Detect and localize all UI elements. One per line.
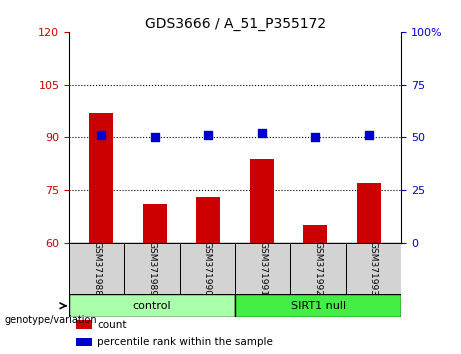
Text: GSM371993: GSM371993 <box>369 241 378 296</box>
Point <box>151 135 159 140</box>
Text: SIRT1 null: SIRT1 null <box>290 301 346 311</box>
Bar <box>180 243 235 294</box>
Bar <box>346 243 401 294</box>
Text: GSM371990: GSM371990 <box>203 241 212 296</box>
Bar <box>124 243 180 294</box>
Point <box>258 130 266 136</box>
Text: GSM371991: GSM371991 <box>258 241 267 296</box>
Text: count: count <box>97 320 127 330</box>
Bar <box>69 294 235 317</box>
Text: genotype/variation: genotype/variation <box>5 315 97 325</box>
Bar <box>290 243 346 294</box>
Point <box>205 132 212 138</box>
Point <box>312 135 319 140</box>
Bar <box>69 243 124 294</box>
Text: control: control <box>133 301 171 311</box>
Bar <box>250 159 274 243</box>
Bar <box>143 204 167 243</box>
Bar <box>235 294 401 317</box>
Bar <box>235 243 290 294</box>
Point <box>365 132 372 138</box>
Text: GSM371989: GSM371989 <box>148 241 157 296</box>
Point <box>98 132 105 138</box>
Text: percentile rank within the sample: percentile rank within the sample <box>97 337 273 347</box>
Bar <box>76 320 92 329</box>
Bar <box>76 338 92 346</box>
Title: GDS3666 / A_51_P355172: GDS3666 / A_51_P355172 <box>145 17 325 31</box>
Bar <box>196 197 220 243</box>
Text: GSM371988: GSM371988 <box>92 241 101 296</box>
Bar <box>303 225 327 243</box>
Bar <box>357 183 381 243</box>
Bar <box>89 113 113 243</box>
Text: GSM371992: GSM371992 <box>313 241 323 296</box>
